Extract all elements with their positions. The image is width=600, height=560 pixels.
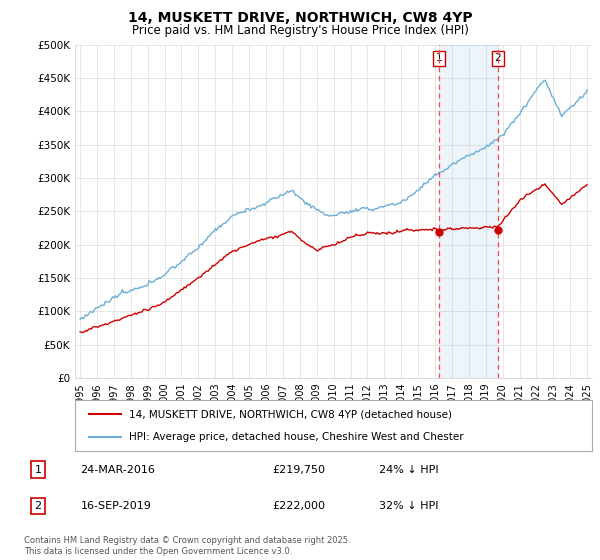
Text: 32% ↓ HPI: 32% ↓ HPI bbox=[379, 501, 439, 511]
Text: 1: 1 bbox=[436, 53, 442, 63]
Text: 24% ↓ HPI: 24% ↓ HPI bbox=[379, 465, 439, 475]
Text: Contains HM Land Registry data © Crown copyright and database right 2025.
This d: Contains HM Land Registry data © Crown c… bbox=[24, 536, 350, 556]
Text: 14, MUSKETT DRIVE, NORTHWICH, CW8 4YP: 14, MUSKETT DRIVE, NORTHWICH, CW8 4YP bbox=[128, 11, 472, 25]
Text: 1: 1 bbox=[35, 465, 41, 475]
Text: 16-SEP-2019: 16-SEP-2019 bbox=[80, 501, 151, 511]
Text: 14, MUSKETT DRIVE, NORTHWICH, CW8 4YP (detached house): 14, MUSKETT DRIVE, NORTHWICH, CW8 4YP (d… bbox=[130, 409, 452, 419]
Text: HPI: Average price, detached house, Cheshire West and Chester: HPI: Average price, detached house, Ches… bbox=[130, 432, 464, 442]
Text: £222,000: £222,000 bbox=[272, 501, 325, 511]
Text: 2: 2 bbox=[35, 501, 41, 511]
Text: 2: 2 bbox=[494, 53, 501, 63]
Text: 24-MAR-2016: 24-MAR-2016 bbox=[80, 465, 155, 475]
Text: £219,750: £219,750 bbox=[272, 465, 325, 475]
Bar bbox=[439, 45, 498, 378]
Text: Price paid vs. HM Land Registry's House Price Index (HPI): Price paid vs. HM Land Registry's House … bbox=[131, 24, 469, 36]
